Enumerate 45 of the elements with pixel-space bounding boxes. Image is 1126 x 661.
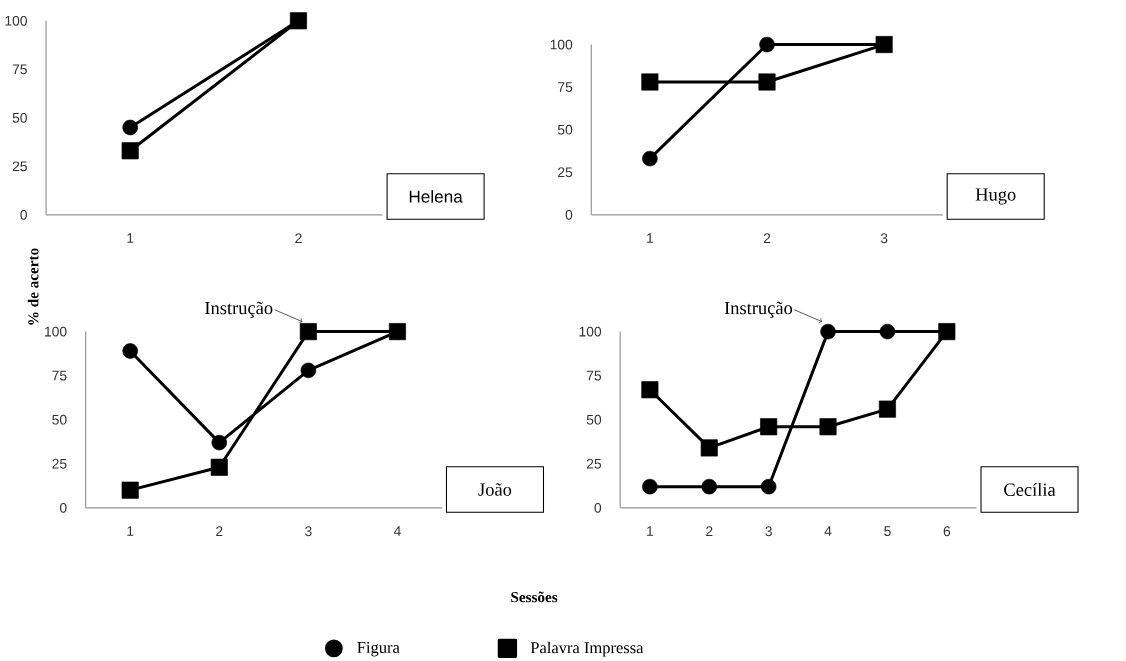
y-tick-label: 0 [565,209,573,220]
y-tick-label: 50 [52,414,67,425]
x-tick-label: 3 [880,233,888,244]
y-tick-label: 25 [12,161,27,172]
y-tick-label: 50 [557,124,573,135]
y-tick-label: 0 [594,502,602,513]
legend-label: Palavra Impressa [530,641,644,657]
y-tick-label: 100 [5,15,27,26]
text: João [478,483,512,496]
annotation: Instrução [724,301,793,318]
y-tick-label: 100 [45,326,67,337]
y-tick-label: 25 [558,167,573,178]
x-tick-label: 1 [647,526,654,536]
x-tick-label: 4 [393,526,401,536]
y-tick-label: 100 [550,39,573,50]
x-tick-label: 4 [824,526,832,536]
y-tick-label: 100 [579,326,602,337]
x-tick-label: 1 [127,526,134,536]
y-tick-label: 0 [59,502,67,513]
y-tick-label: 25 [586,458,602,469]
x-tick-label: 6 [943,526,951,537]
y-tick-label: 50 [586,414,602,425]
y-tick-label: 75 [558,82,573,92]
annotation: Instrução [205,301,273,318]
x-tick-label: 2 [216,526,223,536]
x-tick-label: 3 [305,526,312,537]
y-tick-label: 75 [586,370,602,381]
x-axis-title: Sessões [511,591,558,603]
x-tick-label: 2 [763,233,771,243]
y-axis-title: % de acerto [27,248,39,325]
y-tick-label: 75 [52,370,67,381]
x-tick-label: 1 [127,233,134,243]
x-tick-label: 5 [884,526,891,536]
text: Helena [409,190,463,203]
text: Cecília [1004,482,1056,496]
y-tick-label: 0 [20,209,27,220]
y-tick-label: 75 [12,64,27,75]
y-tick-label: 25 [52,458,67,469]
legend-label: Figura [357,641,400,657]
text: Hugo [975,188,1016,205]
x-tick-label: 1 [647,233,654,243]
x-tick-label: 3 [765,526,772,537]
x-tick-label: 2 [706,526,713,536]
y-tick-label: 50 [12,112,27,123]
x-tick-label: 2 [295,233,302,243]
